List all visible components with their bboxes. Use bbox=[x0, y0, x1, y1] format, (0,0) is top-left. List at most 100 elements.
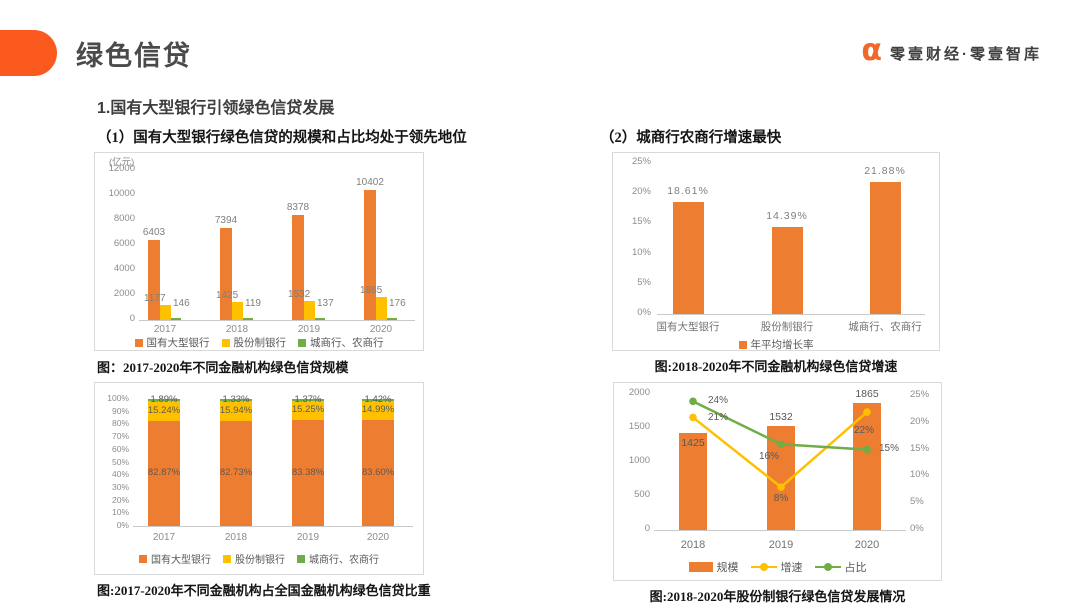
legend-label: 占比 bbox=[844, 562, 867, 574]
data-label: 15.24% bbox=[147, 405, 181, 417]
data-label: 7394 bbox=[214, 214, 238, 226]
x-axis-label: 城商行、农商行 bbox=[848, 321, 922, 333]
page-title: 绿色信贷 bbox=[76, 41, 192, 71]
y-tick-label: 15% bbox=[631, 216, 651, 228]
chart-legend: 规模 增速 占比 bbox=[614, 559, 941, 575]
y-tick-label: 5% bbox=[637, 276, 651, 288]
y-tick-label-right: 25% bbox=[910, 389, 930, 400]
bar bbox=[220, 400, 252, 421]
legend-label: 规模 bbox=[716, 562, 739, 574]
y-tick-label: 70% bbox=[111, 431, 129, 442]
data-label: 1532 bbox=[288, 288, 311, 300]
chart-heading-growth: （2）城商行农商行增速最快 bbox=[600, 130, 782, 146]
legend-label: 国有大型银行 bbox=[146, 337, 210, 349]
data-label: 1177 bbox=[144, 293, 166, 305]
data-label: 15.25% bbox=[291, 404, 325, 416]
chart-legend: 国有大型银行 股份制银行 城商行、农商行 bbox=[95, 335, 423, 350]
data-label: 8378 bbox=[286, 202, 310, 214]
axis-line bbox=[657, 314, 925, 315]
x-axis-label: 2020 bbox=[366, 532, 390, 543]
y-tick-label: 6000 bbox=[113, 238, 135, 249]
legend-label: 年平均增长率 bbox=[750, 339, 814, 351]
data-label: 15.94% bbox=[219, 404, 253, 416]
bar bbox=[160, 305, 171, 320]
caption-growth: 图:2018-2020年不同金融机构绿色信贷增速 bbox=[654, 359, 898, 374]
y-tick-label: 10% bbox=[631, 246, 651, 258]
data-label: 14.39% bbox=[766, 210, 808, 223]
data-label: 82.87% bbox=[147, 467, 181, 479]
bar bbox=[220, 398, 252, 401]
y-tick-label-left: 2000 bbox=[628, 387, 650, 398]
y-tick-label: 4000 bbox=[113, 263, 135, 274]
data-label: 82.73% bbox=[219, 467, 253, 479]
data-label: 146 bbox=[173, 298, 190, 309]
legend-swatch-icon bbox=[814, 562, 841, 572]
logo-alpha-icon: α bbox=[861, 33, 882, 68]
legend-swatch-icon bbox=[221, 338, 230, 347]
bar bbox=[853, 403, 881, 530]
bar bbox=[220, 420, 252, 526]
line-data-label: 8% bbox=[773, 493, 789, 504]
logo-text: 零壹财经·零壹智库 bbox=[890, 45, 1042, 63]
y-tick-label: 2000 bbox=[113, 288, 135, 299]
legend-item: 年平均增长率 bbox=[738, 337, 814, 352]
x-axis-label: 2019 bbox=[297, 324, 321, 335]
line-series-overlay bbox=[689, 397, 871, 491]
data-label: 1.33% bbox=[222, 393, 250, 405]
y-tick-label: 50% bbox=[111, 456, 129, 467]
caption-scale: 图：2017-2020年不同金融机构绿色信贷规模 bbox=[97, 360, 349, 375]
x-axis-label: 2017 bbox=[152, 532, 176, 543]
bar bbox=[292, 215, 304, 320]
legend-swatch-icon bbox=[134, 338, 143, 347]
legend-swatch-icon bbox=[223, 554, 231, 563]
legend-swatch-icon bbox=[139, 554, 147, 563]
y-tick-label: 80% bbox=[111, 418, 129, 429]
y-tick-label-right: 5% bbox=[910, 496, 924, 508]
legend-swatch-icon bbox=[297, 554, 305, 563]
axis-line bbox=[654, 530, 906, 531]
y-tick-label: 20% bbox=[111, 494, 129, 505]
x-axis-label: 2017 bbox=[153, 324, 177, 335]
data-label: 18.61% bbox=[667, 184, 709, 197]
bar bbox=[362, 400, 394, 420]
line-data-label: 15% bbox=[879, 443, 900, 454]
bar bbox=[171, 318, 181, 320]
x-axis-label: 国有大型银行 bbox=[656, 321, 720, 333]
bar bbox=[362, 398, 394, 401]
data-label: 14.99% bbox=[361, 404, 395, 416]
axis-line bbox=[133, 526, 413, 527]
y-tick-label: 0 bbox=[129, 313, 135, 324]
x-axis-label: 2020 bbox=[369, 324, 393, 335]
legend-item: 国有大型银行 bbox=[139, 551, 211, 566]
section-title: 1.国有大型银行引领绿色信贷发展 bbox=[97, 100, 335, 117]
bar bbox=[376, 296, 387, 320]
data-label: 137 bbox=[317, 298, 334, 309]
y-tick-label: 60% bbox=[111, 443, 129, 454]
x-axis-label: 2018 bbox=[224, 532, 248, 543]
legend-item: 股份制银行 bbox=[221, 335, 286, 350]
y-tick-label: 10000 bbox=[108, 188, 135, 199]
bar bbox=[148, 399, 180, 402]
legend-item: 城商行、农商行 bbox=[297, 551, 379, 566]
legend-label: 城商行、农商行 bbox=[309, 555, 379, 566]
axis-line bbox=[139, 320, 415, 321]
bar bbox=[315, 318, 325, 320]
bar bbox=[148, 401, 180, 421]
y-tick-label-left: 500 bbox=[634, 489, 650, 500]
line-data-label: 21% bbox=[708, 412, 729, 423]
data-label: 1425 bbox=[216, 290, 239, 302]
x-axis-label: 2018 bbox=[680, 539, 706, 551]
y-tick-label: 12000 bbox=[108, 163, 135, 174]
legend-label: 城商行、农商行 bbox=[310, 337, 384, 349]
legend-item: 城商行、农商行 bbox=[298, 335, 384, 350]
legend-item: 规模 bbox=[688, 559, 739, 575]
bar bbox=[148, 420, 180, 526]
bar bbox=[232, 302, 243, 320]
y-tick-label-right: 10% bbox=[910, 469, 930, 481]
bar bbox=[292, 420, 324, 526]
y-tick-label-right: 15% bbox=[910, 442, 930, 454]
data-label: 1532 bbox=[769, 410, 793, 423]
joint-chart-canvas: 0 500 1000 1500 2000 0% 5% 10% 15% 20% 25% 1425 1532… bbox=[614, 383, 941, 580]
legend-item: 国有大型银行 bbox=[134, 335, 210, 350]
